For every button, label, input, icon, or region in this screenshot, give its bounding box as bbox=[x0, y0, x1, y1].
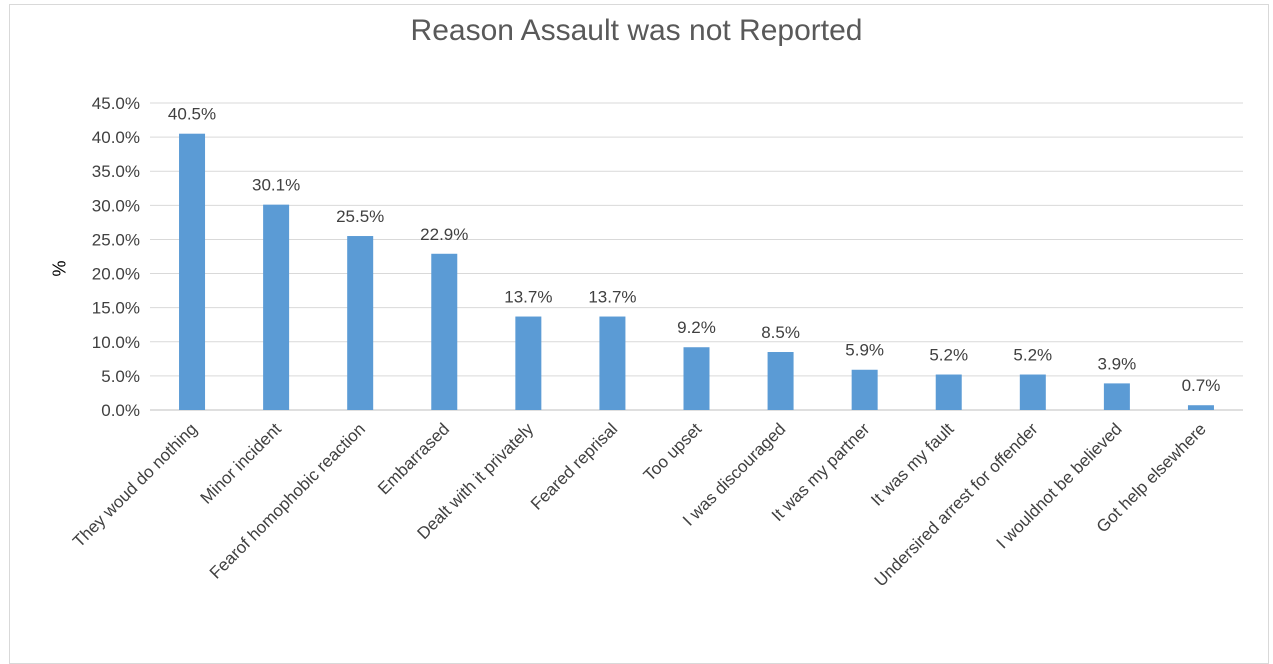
y-tick-label: 10.0% bbox=[92, 333, 140, 352]
y-tick-label: 45.0% bbox=[92, 94, 140, 113]
bar bbox=[1187, 405, 1214, 410]
y-tick-label: 25.0% bbox=[92, 230, 140, 249]
bar bbox=[1019, 374, 1046, 410]
data-label: 3.9% bbox=[1098, 354, 1137, 373]
chart-frame bbox=[9, 4, 1269, 664]
data-label: 5.9% bbox=[845, 341, 884, 360]
bar bbox=[263, 204, 290, 410]
y-tick-label: 30.0% bbox=[92, 196, 140, 215]
data-label: 30.1% bbox=[252, 176, 300, 195]
data-label: 8.5% bbox=[761, 323, 800, 342]
bar bbox=[767, 352, 794, 410]
bar bbox=[515, 316, 542, 410]
chart-title: Reason Assault was not Reported bbox=[410, 14, 863, 47]
data-label: 40.5% bbox=[168, 105, 216, 124]
data-label: 13.7% bbox=[588, 288, 636, 307]
x-tick-label: Too upset bbox=[640, 419, 706, 485]
bar bbox=[935, 374, 962, 410]
y-tick-label: 40.0% bbox=[92, 128, 140, 147]
data-label: 5.2% bbox=[1013, 346, 1052, 365]
y-tick-label: 35.0% bbox=[92, 162, 140, 181]
y-tick-label: 20.0% bbox=[92, 265, 140, 284]
y-tick-label: 0.0% bbox=[101, 401, 140, 420]
y-tick-label: 15.0% bbox=[92, 299, 140, 318]
y-tick-label: 5.0% bbox=[101, 367, 140, 386]
data-label: 5.2% bbox=[929, 346, 968, 365]
data-label: 9.2% bbox=[677, 318, 716, 337]
x-tick-label: Minor incident bbox=[197, 419, 285, 507]
bar bbox=[683, 347, 710, 410]
x-tick-label: It was my fault bbox=[867, 419, 957, 509]
bar bbox=[599, 316, 626, 410]
x-tick-label: Embarrased bbox=[374, 419, 453, 498]
bar bbox=[347, 236, 374, 410]
bar bbox=[851, 369, 878, 410]
x-tick-label: Fearof homophobic reaction bbox=[206, 419, 369, 582]
x-tick-label: Feared reprisal bbox=[527, 419, 621, 513]
data-label: 0.7% bbox=[1182, 376, 1221, 395]
bar bbox=[179, 133, 206, 410]
x-tick-label: Undersired arrest for offender bbox=[871, 419, 1042, 590]
x-tick-label: They woud do nothing bbox=[69, 419, 201, 551]
data-label: 22.9% bbox=[420, 225, 468, 244]
data-label: 25.5% bbox=[336, 207, 384, 226]
bar bbox=[1103, 383, 1130, 410]
data-label: 13.7% bbox=[504, 288, 552, 307]
bar bbox=[431, 253, 458, 410]
